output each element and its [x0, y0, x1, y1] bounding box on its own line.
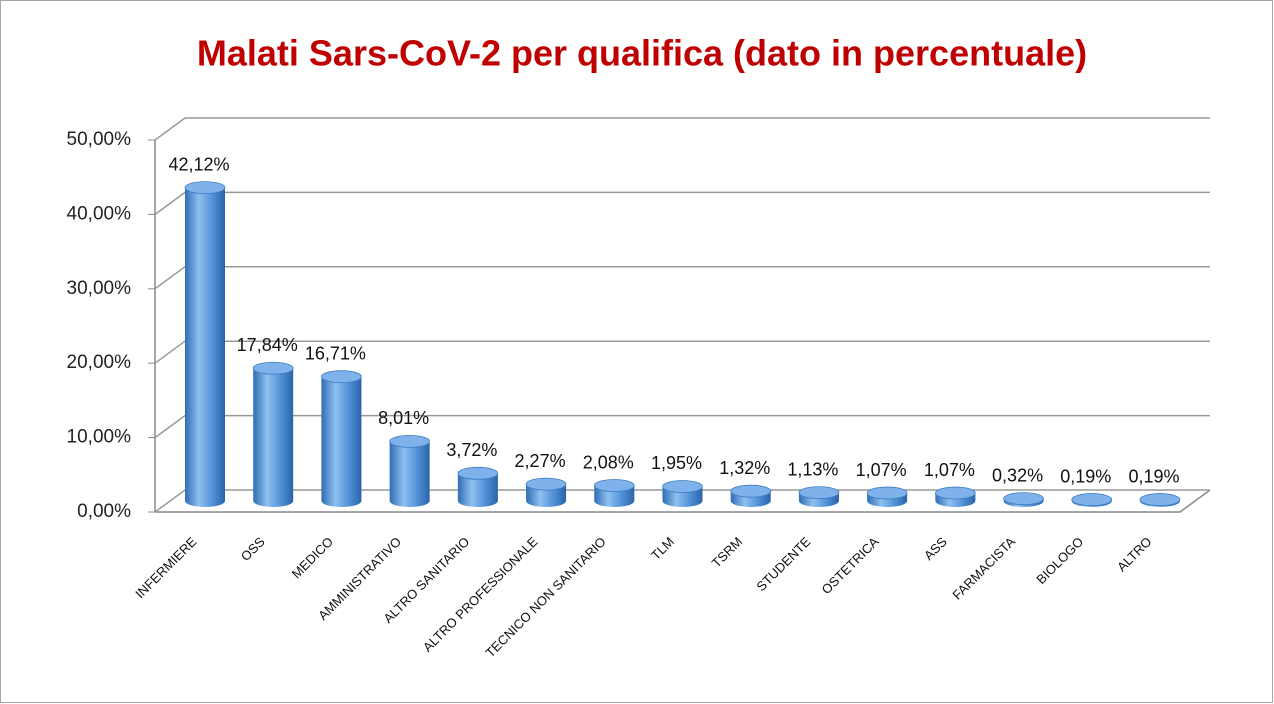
value-label: 42,12%: [168, 154, 229, 174]
value-label: 17,84%: [237, 335, 298, 355]
value-label: 1,07%: [856, 460, 907, 480]
value-label: 3,72%: [446, 440, 497, 460]
cylinder-top: [525, 477, 567, 491]
cylinder-top: [866, 486, 908, 500]
value-label: 16,71%: [305, 343, 366, 363]
y-tick-label: 50,00%: [67, 129, 132, 150]
cylinder-top: [934, 486, 976, 500]
value-label: 1,07%: [924, 460, 975, 480]
value-label: 2,27%: [515, 451, 566, 471]
cylinder-top: [1139, 493, 1181, 506]
cylinder-top: [252, 361, 294, 375]
cylinder-top: [184, 181, 226, 195]
y-tick-label: 30,00%: [67, 278, 132, 299]
value-label: 0,19%: [1128, 466, 1179, 486]
cylinder-top: [593, 479, 635, 492]
value-label: 1,13%: [787, 459, 838, 479]
cylinder-top: [730, 484, 772, 498]
cylinder-top: [321, 370, 362, 384]
cylinder-top: [389, 435, 431, 448]
value-label: 0,19%: [1060, 466, 1111, 486]
cylinder-top: [662, 480, 703, 493]
y-tick-label: 40,00%: [67, 203, 132, 224]
value-label: 1,32%: [719, 458, 770, 478]
value-label: 8,01%: [378, 408, 429, 428]
y-tick-label: 10,00%: [67, 427, 132, 448]
cylinder-top: [1071, 493, 1113, 506]
cylinder: [389, 441, 430, 507]
cylinder-top: [1003, 492, 1044, 506]
floor: [155, 489, 1211, 513]
y-tick-label: 20,00%: [67, 352, 132, 373]
value-label: 2,08%: [583, 452, 634, 472]
cylinder-top: [457, 466, 499, 480]
cylinder: [185, 187, 225, 507]
chart-title: Malati Sars-CoV-2 per qualifica (dato in…: [197, 33, 1087, 74]
cylinder: [253, 368, 294, 507]
grid-line: [154, 117, 1210, 141]
cylinder: [457, 473, 498, 507]
cylinder-top: [798, 486, 840, 499]
y-tick-label: 0,00%: [77, 501, 131, 522]
value-label: 0,32%: [992, 465, 1043, 485]
cylinder: [321, 376, 362, 507]
cylinder: [526, 484, 567, 507]
value-label: 1,95%: [651, 453, 702, 473]
